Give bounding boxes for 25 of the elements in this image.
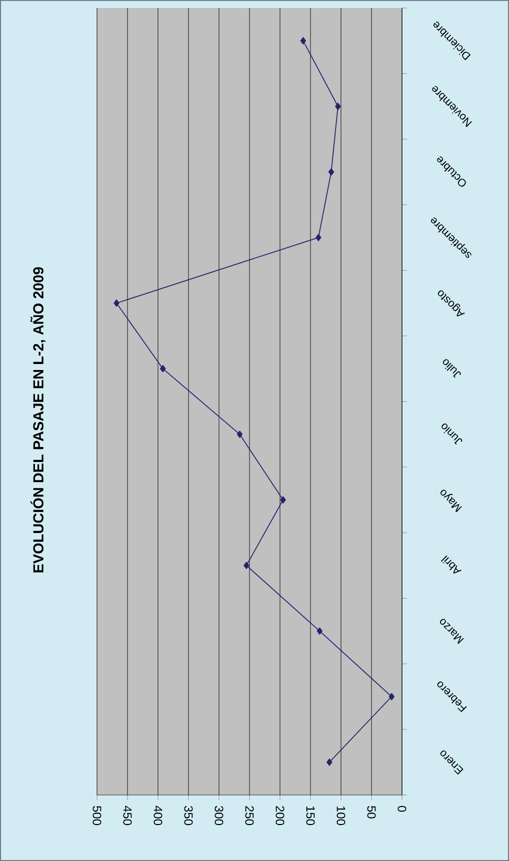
- x-tick-label: 500: [92, 806, 102, 826]
- x-tick-label: 250: [245, 806, 254, 826]
- text: EVOLUCIÓN DEL PASAJE EN L-2, AÑO 2009: [30, 267, 46, 572]
- x-tick-label: 300: [214, 806, 224, 826]
- x-tick-label: 350: [184, 806, 193, 826]
- point: [328, 168, 334, 176]
- point: [236, 430, 243, 438]
- x-tick-label: 200: [276, 806, 284, 826]
- point: [160, 365, 166, 372]
- point: [316, 627, 322, 635]
- point: [326, 758, 332, 766]
- point: [244, 562, 250, 570]
- x-tick-label: 150: [306, 806, 315, 826]
- x-tick-label: 450: [123, 806, 132, 826]
- y-tick-label: Abril: [440, 555, 462, 574]
- x-tick-label: 50: [367, 806, 376, 818]
- point: [316, 234, 322, 242]
- point: [114, 299, 120, 307]
- point: [280, 496, 286, 504]
- point: [300, 37, 306, 44]
- point: [335, 102, 341, 110]
- x-tick-label: 100: [336, 806, 346, 826]
- x-tick-label: 400: [154, 806, 162, 826]
- point: [388, 692, 394, 700]
- x-tick-label: 0: [398, 806, 406, 812]
